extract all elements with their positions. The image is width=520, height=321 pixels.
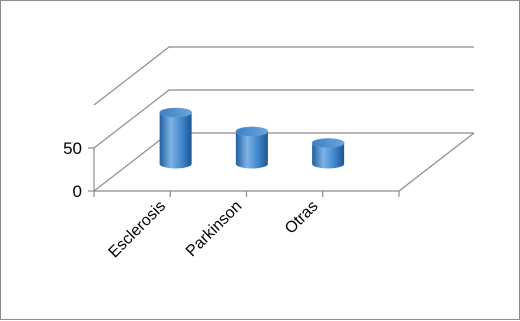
axes-layer bbox=[88, 46, 475, 197]
bar-cap bbox=[311, 138, 345, 148]
bar-body bbox=[312, 143, 345, 169]
floor-left-depth-edge bbox=[93, 132, 170, 192]
bar-body bbox=[235, 131, 268, 169]
x-category-label: Parkinson bbox=[183, 198, 245, 260]
bar-cap bbox=[235, 126, 269, 137]
bar bbox=[311, 138, 345, 169]
bars-layer bbox=[159, 107, 345, 169]
gridline-top bbox=[93, 46, 474, 106]
bar-body bbox=[159, 112, 192, 169]
bar bbox=[235, 126, 269, 169]
bar bbox=[159, 107, 192, 169]
y-tick-label: 50 bbox=[63, 139, 82, 158]
x-category-label: Esclerosis bbox=[106, 198, 170, 262]
y-tick-label: 0 bbox=[73, 182, 82, 201]
floor-edge bbox=[94, 132, 475, 192]
x-category-label: Otras bbox=[282, 198, 322, 238]
bar-cap bbox=[159, 107, 192, 118]
gridline bbox=[93, 89, 474, 149]
labels-layer: 0 50 Esclerosis Parkinson Otras bbox=[63, 139, 322, 261]
